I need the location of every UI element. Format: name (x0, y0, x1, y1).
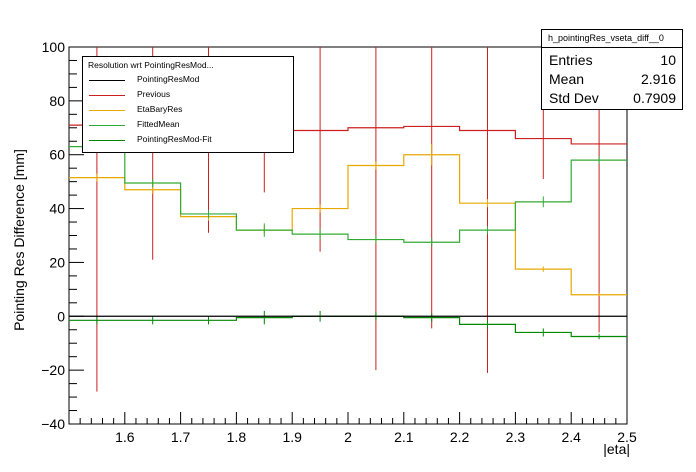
stats-row-entries: Entries 10 (542, 50, 682, 70)
x-tick-label: 2.2 (450, 429, 470, 445)
legend-label: PointingResMod-Fit (137, 134, 212, 144)
y-tick-label: 60 (49, 147, 65, 163)
stats-box: h_pointingRes_vseta_diff__0 Entries 10 M… (541, 29, 683, 110)
x-tick-label: 2.4 (561, 429, 581, 445)
legend-entry-pointingresmod: PointingResMod (83, 73, 293, 87)
stats-key: Entries (549, 52, 593, 68)
x-tick-label: 2.1 (394, 429, 414, 445)
legend-entry-fittedmean: FittedMean (83, 118, 293, 132)
x-tick-label: 2 (344, 429, 352, 445)
legend-swatch (89, 110, 125, 111)
stats-key: Mean (549, 71, 585, 87)
x-tick-label: 1.6 (115, 429, 135, 445)
series-pointingresmod-fit (69, 310, 627, 340)
stats-value: 2.916 (640, 71, 676, 87)
y-tick-label: 20 (49, 254, 65, 270)
stats-value: 0.7909 (633, 90, 676, 106)
legend-entry-pointingresmod-fit: PointingResMod-Fit (83, 133, 293, 147)
legend: Resolution wrt PointingResMod... Pointin… (82, 56, 294, 153)
y-tick-label: 0 (57, 308, 65, 324)
legend-swatch (89, 140, 125, 141)
x-tick-label: 2.5 (617, 429, 637, 445)
series-step-line (69, 146, 627, 243)
y-tick-label: −20 (41, 362, 65, 378)
y-axis-label: Pointing Res Difference [mm] (11, 149, 27, 331)
x-tick-label: 1.8 (227, 429, 247, 445)
y-tick-label: 100 (42, 39, 66, 55)
stats-title: h_pointingRes_vseta_diff__0 (542, 30, 682, 48)
legend-label: FittedMean (137, 119, 180, 129)
legend-label: EtaBaryRes (137, 104, 183, 114)
legend-title: Resolution wrt PointingResMod... (88, 60, 214, 70)
y-tick-label: 40 (49, 201, 65, 217)
legend-swatch (89, 80, 125, 81)
legend-entry-previous: Previous (83, 88, 293, 102)
y-tick-label: 80 (49, 93, 65, 109)
legend-swatch (89, 95, 125, 96)
stats-value: 10 (660, 52, 676, 68)
x-axis-label: |eta| (603, 441, 630, 457)
legend-swatch (89, 125, 125, 126)
x-tick-label: 2.3 (506, 429, 526, 445)
stats-key: Std Dev (549, 90, 599, 106)
legend-entry-etabaryres: EtaBaryRes (83, 103, 293, 117)
stats-row-std-dev: Std Dev 0.7909 (542, 88, 682, 108)
legend-label: Previous (137, 89, 171, 99)
stats-row-mean: Mean 2.916 (542, 69, 682, 89)
x-tick-label: 1.9 (282, 429, 302, 445)
y-tick-label: −40 (41, 416, 65, 432)
legend-label: PointingResMod (137, 74, 200, 84)
x-tick-label: 1.7 (171, 429, 191, 445)
